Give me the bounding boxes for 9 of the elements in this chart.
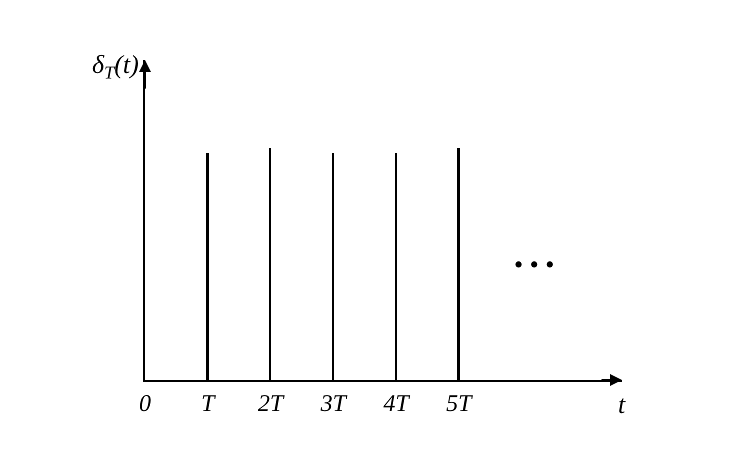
y-axis-title: δ$_{T}$(t) <box>92 50 139 82</box>
x-tick-label: T <box>201 390 216 417</box>
x-tick-label: 5T <box>446 390 474 417</box>
x-tick-label: 2T <box>258 390 285 417</box>
x-tick-label: 4T <box>383 390 410 417</box>
x-tick-label: 3T <box>320 390 348 417</box>
x-axis-title: t <box>618 390 626 419</box>
x-tick-label: 0 <box>139 390 151 417</box>
annotation: • • • <box>514 250 554 279</box>
